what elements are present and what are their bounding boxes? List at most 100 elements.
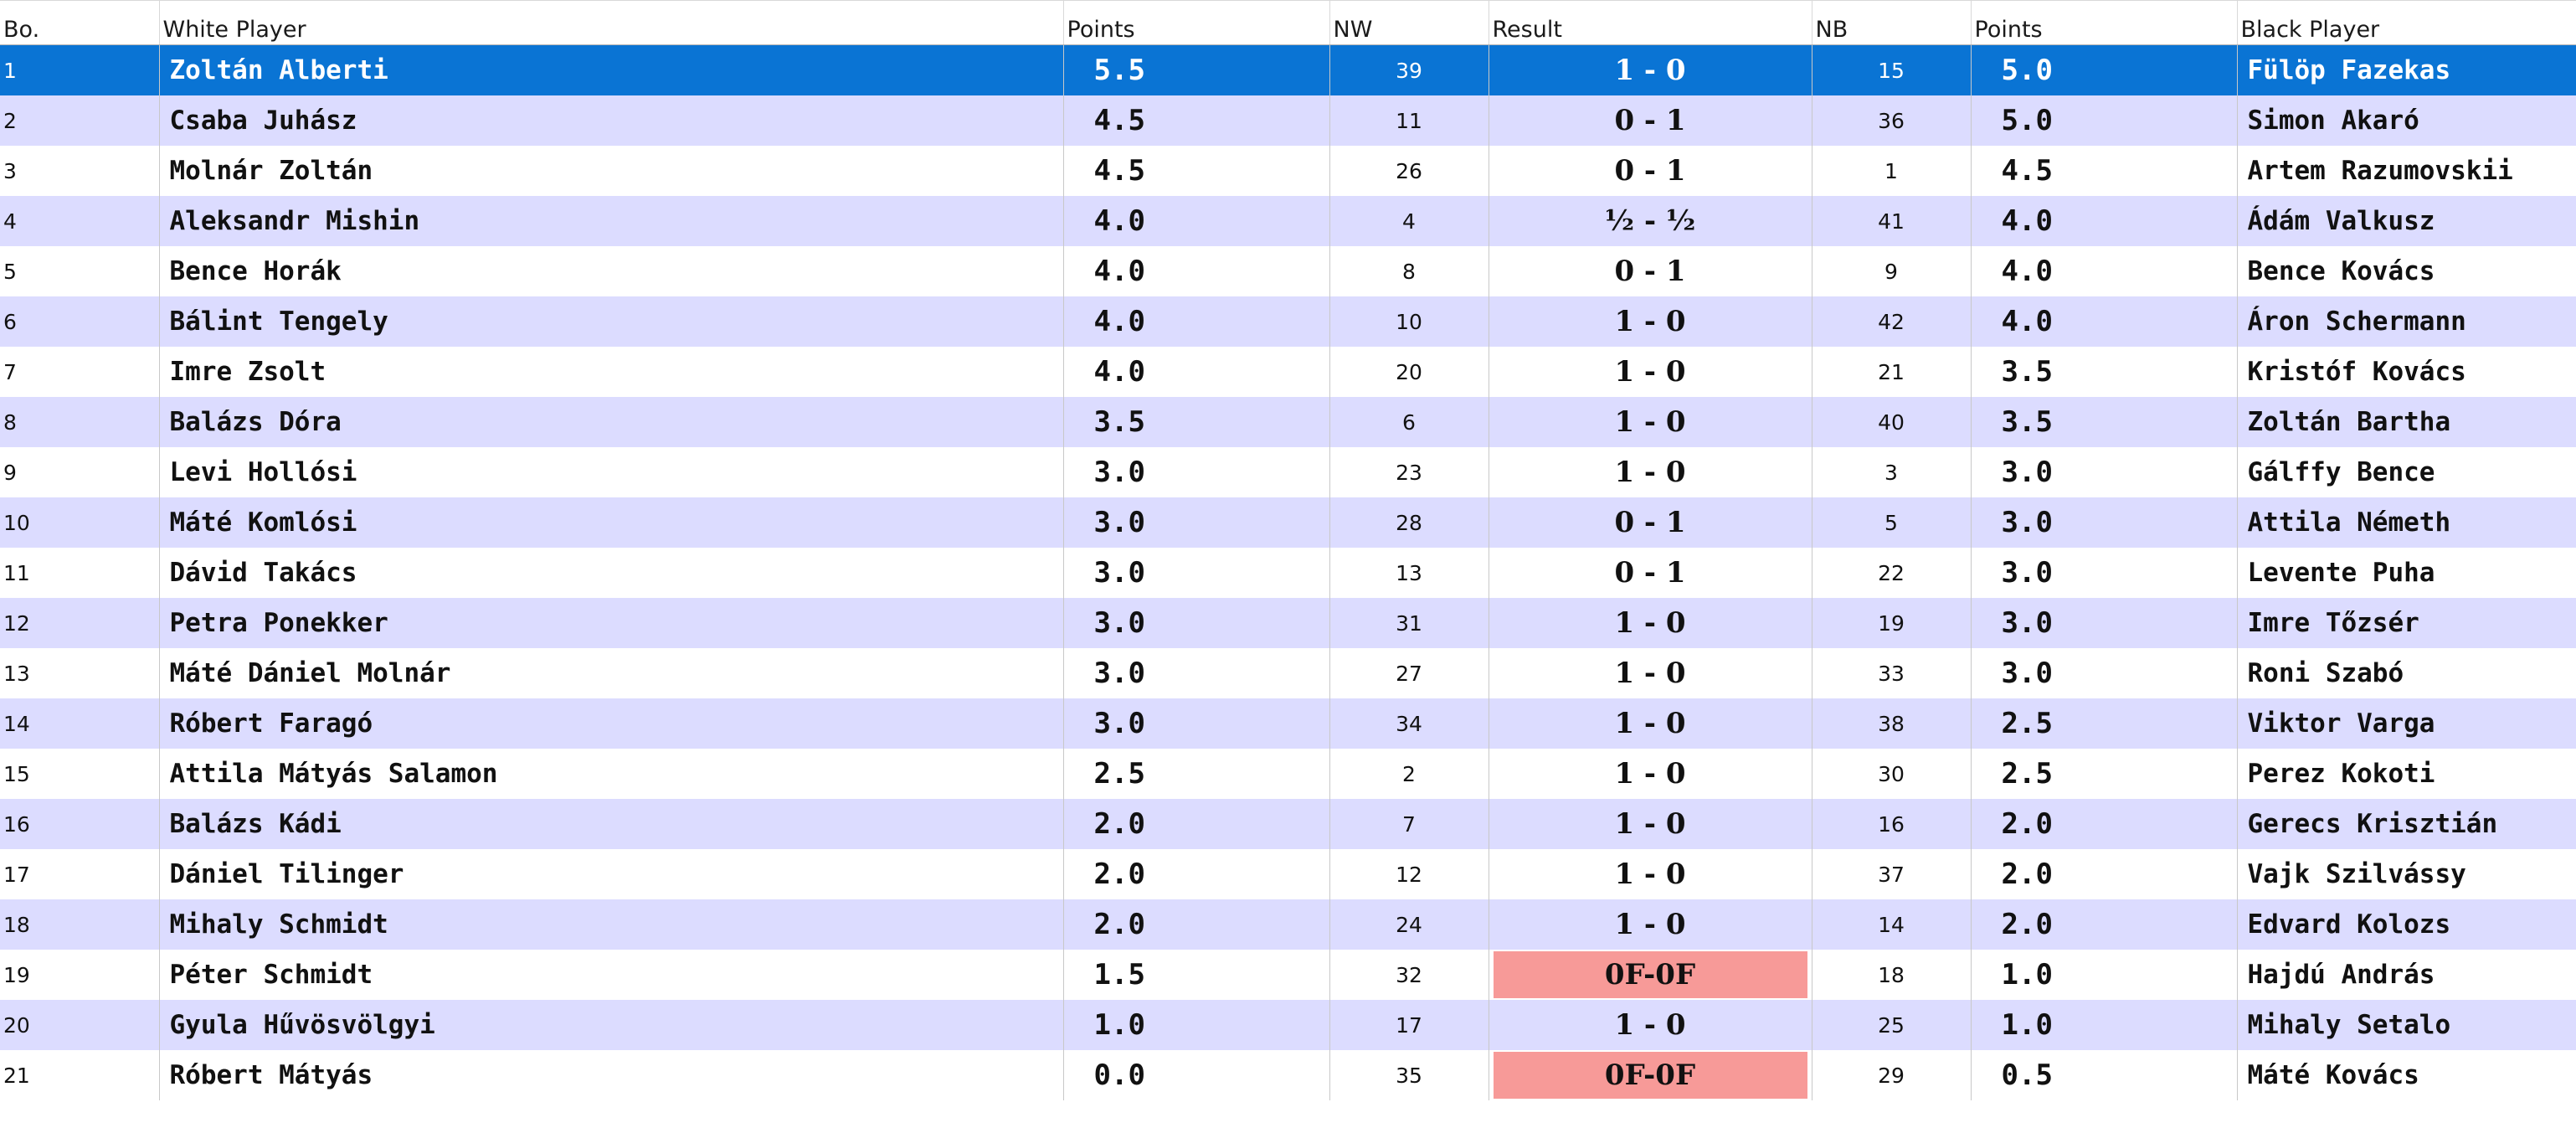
result-cell[interactable]: 1 - 0 [1488,397,1812,447]
black-player-cell[interactable]: Attila Németh [2236,497,2576,548]
board-number-cell[interactable]: 15 [3,761,30,786]
result-cell[interactable]: 0 - 1 [1488,246,1812,296]
white-points-cell[interactable]: 3.0 [1062,548,1329,598]
result-cell[interactable]: 0 - 1 [1488,95,1812,146]
white-points-cell[interactable]: 3.5 [1062,397,1329,447]
black-points-cell[interactable]: 3.5 [1970,347,2237,397]
board-number-cell[interactable]: 8 [3,409,17,435]
white-start-number-cell[interactable]: 2 [1329,749,1489,799]
black-player-cell[interactable]: Perez Kokoti [2236,749,2576,799]
black-player-cell[interactable]: Edvard Kolozs [2236,899,2576,950]
black-points-cell[interactable]: 4.0 [1970,246,2237,296]
result-cell[interactable]: 1 - 0 [1488,899,1812,950]
black-start-number-cell[interactable]: 19 [1811,598,1971,648]
white-points-cell[interactable]: 4.5 [1062,146,1329,196]
board-number-cell[interactable]: 7 [3,359,17,384]
board-number-cell[interactable]: 4 [3,209,17,234]
black-start-number-cell[interactable]: 36 [1811,95,1971,146]
black-points-cell[interactable]: 3.0 [1970,598,2237,648]
black-player-cell[interactable]: Viktor Varga [2236,698,2576,749]
table-row[interactable]: 10 Máté Komlósi 3.0 28 0 - 1 5 3.0 Attila Német… [0,497,2576,548]
white-start-number-cell[interactable]: 34 [1329,698,1489,749]
result-cell[interactable]: 0F-0F [1488,1050,1812,1100]
column-header-board[interactable]: Bo. [0,0,159,45]
white-points-cell[interactable]: 2.0 [1062,849,1329,899]
black-points-cell[interactable]: 3.0 [1970,497,2237,548]
table-row[interactable]: 18 Mihaly Schmidt 2.0 24 1 - 0 14 2.0 Edvard Ko… [0,899,2576,950]
white-start-number-cell[interactable]: 24 [1329,899,1489,950]
result-cell[interactable]: 0F-0F [1488,950,1812,1000]
white-player-cell[interactable]: Bálint Tengely [158,296,1063,347]
white-start-number-cell[interactable]: 23 [1329,447,1489,497]
column-header-white-points[interactable]: Points [1062,0,1329,45]
white-player-cell[interactable]: Péter Schmidt [158,950,1063,1000]
column-header-black-player[interactable]: Black Player [2236,0,2576,45]
board-number-cell[interactable]: 20 [3,1012,30,1038]
board-number-cell[interactable]: 21 [3,1063,30,1088]
table-row[interactable]: 4 Aleksandr Mishin 4.0 4 ½ - ½ 41 4.0 Ádám Valk… [0,196,2576,246]
white-player-cell[interactable]: Petra Ponekker [158,598,1063,648]
black-player-cell[interactable]: Máté Kovács [2236,1050,2576,1100]
white-points-cell[interactable]: 3.0 [1062,447,1329,497]
white-start-number-cell[interactable]: 8 [1329,246,1489,296]
board-number-cell[interactable]: 1 [3,58,17,83]
black-points-cell[interactable]: 4.0 [1970,196,2237,246]
white-points-cell[interactable]: 1.0 [1062,1000,1329,1050]
white-points-cell[interactable]: 2.0 [1062,899,1329,950]
black-start-number-cell[interactable]: 5 [1811,497,1971,548]
black-player-cell[interactable]: Zoltán Bartha [2236,397,2576,447]
black-points-cell[interactable]: 3.0 [1970,648,2237,698]
board-number-cell[interactable]: 5 [3,259,17,284]
board-number-cell[interactable]: 9 [3,460,17,485]
table-row[interactable]: 15 Attila Mátyás Salamon 2.5 2 1 - 0 30 2.5 Per… [0,749,2576,799]
black-points-cell[interactable]: 3.0 [1970,447,2237,497]
black-start-number-cell[interactable]: 41 [1811,196,1971,246]
result-cell[interactable]: 1 - 0 [1488,648,1812,698]
white-player-cell[interactable]: Máté Dániel Molnár [158,648,1063,698]
black-points-cell[interactable]: 1.0 [1970,1000,2237,1050]
black-player-cell[interactable]: Ádám Valkusz [2236,196,2576,246]
black-start-number-cell[interactable]: 40 [1811,397,1971,447]
white-points-cell[interactable]: 4.0 [1062,246,1329,296]
result-cell[interactable]: 1 - 0 [1488,347,1812,397]
black-points-cell[interactable]: 1.0 [1970,950,2237,1000]
white-player-cell[interactable]: Róbert Mátyás [158,1050,1063,1100]
white-player-cell[interactable]: Dániel Tilinger [158,849,1063,899]
white-points-cell[interactable]: 3.0 [1062,698,1329,749]
black-start-number-cell[interactable]: 22 [1811,548,1971,598]
white-player-cell[interactable]: Zoltán Alberti [158,44,1063,95]
board-number-cell[interactable]: 2 [3,108,17,133]
black-player-cell[interactable]: Gerecs Krisztián [2236,799,2576,849]
column-header-result[interactable]: Result [1488,0,1812,45]
table-row[interactable]: 21 Róbert Mátyás 0.0 35 0F-0F 29 0.5 Máté Kovác… [0,1050,2576,1100]
result-cell[interactable]: 1 - 0 [1488,44,1812,95]
white-player-cell[interactable]: Imre Zsolt [158,347,1063,397]
column-header-nw[interactable]: NW [1329,0,1489,45]
board-number-cell[interactable]: 19 [3,962,30,987]
column-header-nb[interactable]: NB [1811,0,1971,45]
white-points-cell[interactable]: 2.5 [1062,749,1329,799]
black-player-cell[interactable]: Imre Tőzsér [2236,598,2576,648]
white-player-cell[interactable]: Róbert Faragó [158,698,1063,749]
table-row[interactable]: 16 Balázs Kádi 2.0 7 1 - 0 16 2.0 Gerecs Kriszt… [0,799,2576,849]
board-number-cell[interactable]: 11 [3,560,30,585]
board-number-cell[interactable]: 3 [3,158,17,183]
white-start-number-cell[interactable]: 12 [1329,849,1489,899]
table-row[interactable]: 11 Dávid Takács 3.0 13 0 - 1 22 3.0 Levente Puh… [0,548,2576,598]
white-points-cell[interactable]: 5.5 [1062,44,1329,95]
black-points-cell[interactable]: 5.0 [1970,44,2237,95]
result-cell[interactable]: 1 - 0 [1488,1000,1812,1050]
black-start-number-cell[interactable]: 16 [1811,799,1971,849]
black-player-cell[interactable]: Artem Razumovskii [2236,146,2576,196]
black-points-cell[interactable]: 2.0 [1970,799,2237,849]
result-cell[interactable]: 1 - 0 [1488,447,1812,497]
white-start-number-cell[interactable]: 28 [1329,497,1489,548]
black-start-number-cell[interactable]: 30 [1811,749,1971,799]
black-player-cell[interactable]: Levente Puha [2236,548,2576,598]
white-player-cell[interactable]: Aleksandr Mishin [158,196,1063,246]
result-cell[interactable]: ½ - ½ [1488,196,1812,246]
black-player-cell[interactable]: Fülöp Fazekas [2236,44,2576,95]
white-start-number-cell[interactable]: 27 [1329,648,1489,698]
black-player-cell[interactable]: Áron Schermann [2236,296,2576,347]
white-player-cell[interactable]: Dávid Takács [158,548,1063,598]
